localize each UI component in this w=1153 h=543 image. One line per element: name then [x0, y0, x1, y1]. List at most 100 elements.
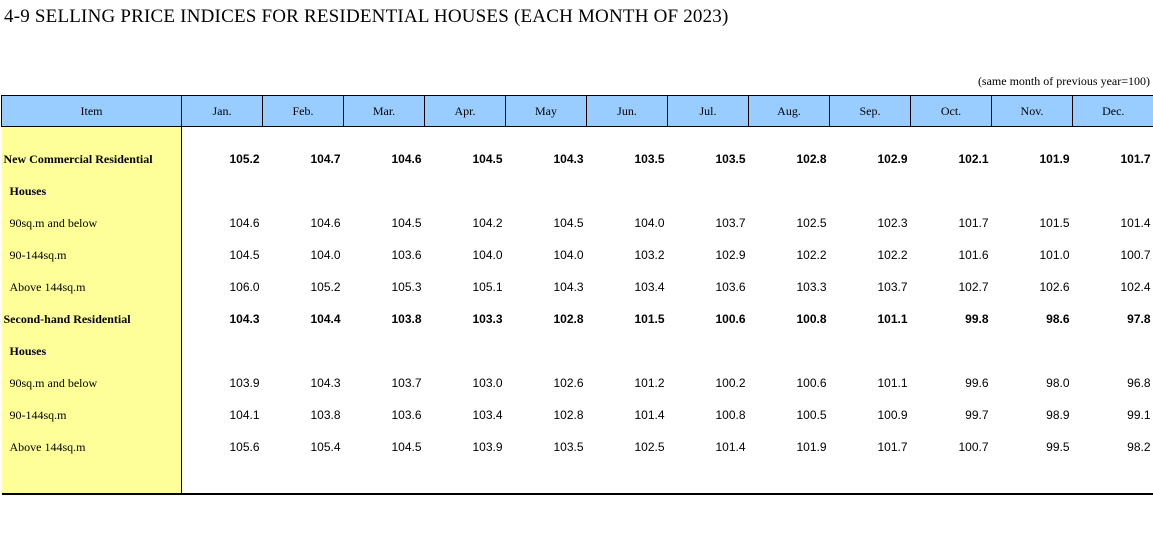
index-value-cell [263, 175, 344, 207]
index-value-cell: 102.5 [796, 216, 827, 230]
index-value-cell: 100.7 [1120, 248, 1151, 262]
index-value-cell: 104.0 [634, 216, 665, 230]
index-value-cell: 104.3 [553, 280, 584, 294]
index-value-cell [1073, 175, 1153, 207]
index-value-cell [668, 335, 749, 367]
index-value-cell [911, 335, 992, 367]
column-header-month: Oct. [910, 95, 992, 127]
index-value-cell: 101.9 [1039, 152, 1070, 166]
index-value-cell: 101.4 [634, 408, 665, 422]
index-value-cell: 103.7 [391, 376, 422, 390]
table-row: 90sq.m and below 103.9 104.3 103.7 103.0 102.… [1, 367, 1153, 399]
index-value-cell: 102.3 [877, 216, 908, 230]
index-value-cell: 99.6 [965, 376, 989, 390]
index-value-cell: 104.3 [553, 152, 584, 166]
index-value-cell: 104.3 [310, 376, 341, 390]
index-value-cell: 102.2 [877, 248, 908, 262]
index-value-cell: 99.8 [965, 312, 989, 326]
index-value-cell: 98.6 [1046, 312, 1070, 326]
column-header-month: Aug. [748, 95, 830, 127]
index-value-cell: 98.2 [1127, 440, 1151, 454]
index-value-cell: 103.0 [472, 376, 503, 390]
index-value-cell: 103.2 [634, 248, 665, 262]
index-value-cell: 100.8 [796, 312, 827, 326]
row-label: Above 144sq.m [1, 431, 182, 463]
table-row: 90-144sq.m 104.5 104.0 103.6 104.0 104.0 103.2… [1, 239, 1153, 271]
column-header-month: Nov. [991, 95, 1073, 127]
index-value-cell: 101.1 [877, 376, 908, 390]
index-value-cell [425, 175, 506, 207]
index-value-cell: 101.2 [634, 376, 665, 390]
index-value-cell: 102.9 [877, 152, 908, 166]
index-value-cell [749, 175, 830, 207]
table-row: 90sq.m and below 104.6 104.6 104.5 104.2 104.… [1, 207, 1153, 239]
row-label: 90sq.m and below [1, 367, 182, 399]
index-value-cell: 102.8 [796, 152, 827, 166]
index-value-cell: 101.6 [958, 248, 989, 262]
table-row: 90-144sq.m 104.1 103.8 103.6 103.4 102.8 101.4… [1, 399, 1153, 431]
index-value-cell [911, 175, 992, 207]
table-row: Above 144sq.m 106.0 105.2 105.3 105.1 104.3 10… [1, 271, 1153, 303]
index-value-cell: 104.6 [229, 216, 260, 230]
index-value-cell: 100.6 [715, 312, 746, 326]
index-value-cell: 105.4 [310, 440, 341, 454]
index-value-cell: 100.2 [715, 376, 746, 390]
index-value-cell: 102.6 [1039, 280, 1070, 294]
row-label: Above 144sq.m [1, 271, 182, 303]
index-value-cell: 103.8 [310, 408, 341, 422]
index-value-cell: 104.5 [229, 248, 260, 262]
index-value-cell [992, 175, 1073, 207]
index-value-cell: 101.4 [1120, 216, 1151, 230]
index-value-cell: 102.6 [553, 376, 584, 390]
index-value-cell: 102.2 [796, 248, 827, 262]
index-value-cell: 101.5 [1039, 216, 1070, 230]
index-value-cell: 103.4 [472, 408, 503, 422]
index-value-cell: 99.5 [1046, 440, 1070, 454]
column-header-month: Jun. [586, 95, 668, 127]
index-value-cell [425, 335, 506, 367]
index-value-cell: 97.8 [1127, 312, 1151, 326]
index-value-cell: 104.0 [472, 248, 503, 262]
header-row: Item Jan. Feb. Mar. Apr. May Jun. Jul. A… [1, 95, 1153, 127]
index-value-cell: 104.0 [310, 248, 341, 262]
table-row: Second-hand Residential 104.3 104.4 103.8 10… [1, 303, 1153, 335]
index-value-cell: 100.7 [958, 440, 989, 454]
column-header-month: Apr. [424, 95, 506, 127]
index-value-cell: 100.8 [715, 408, 746, 422]
column-header-month: Mar. [343, 95, 425, 127]
index-value-cell [506, 175, 587, 207]
table-row: Above 144sq.m 105.6 105.4 104.5 103.9 103.5 10… [1, 431, 1153, 463]
index-value-cell: 103.3 [796, 280, 827, 294]
index-value-cell: 103.6 [715, 280, 746, 294]
index-value-cell [587, 175, 668, 207]
column-header-month: Feb. [262, 95, 344, 127]
table-body: New Commercial Residential 105.2 104.7 104.… [1, 126, 1153, 495]
table-row: New Commercial Residential 105.2 104.7 104.… [1, 143, 1153, 175]
index-value-cell: 98.9 [1046, 408, 1070, 422]
index-value-cell: 104.6 [310, 216, 341, 230]
index-value-cell: 102.1 [958, 152, 989, 166]
index-value-cell: 101.5 [634, 312, 665, 326]
index-value-cell: 105.2 [310, 280, 341, 294]
index-value-cell: 101.1 [877, 312, 908, 326]
index-value-cell: 105.2 [229, 152, 260, 166]
index-value-cell: 103.4 [634, 280, 665, 294]
index-value-cell: 104.5 [553, 216, 584, 230]
column-header-item: Item [1, 95, 182, 127]
index-value-cell [830, 335, 911, 367]
index-value-cell: 105.3 [391, 280, 422, 294]
index-value-cell: 106.0 [229, 280, 260, 294]
row-label: 90-144sq.m [1, 399, 182, 431]
index-value-cell: 103.5 [715, 152, 746, 166]
index-value-cell: 103.7 [877, 280, 908, 294]
column-header-month: Sep. [829, 95, 911, 127]
index-value-cell [506, 335, 587, 367]
index-value-cell: 100.6 [796, 376, 827, 390]
page-title: 4-9 SELLING PRICE INDICES FOR RESIDENTIA… [4, 6, 729, 27]
row-label: New Commercial Residential [1, 143, 182, 175]
index-value-cell: 104.7 [310, 152, 341, 166]
index-value-cell: 99.1 [1127, 408, 1151, 422]
index-value-cell [182, 335, 263, 367]
index-value-cell: 105.1 [472, 280, 503, 294]
index-value-cell: 102.8 [553, 408, 584, 422]
